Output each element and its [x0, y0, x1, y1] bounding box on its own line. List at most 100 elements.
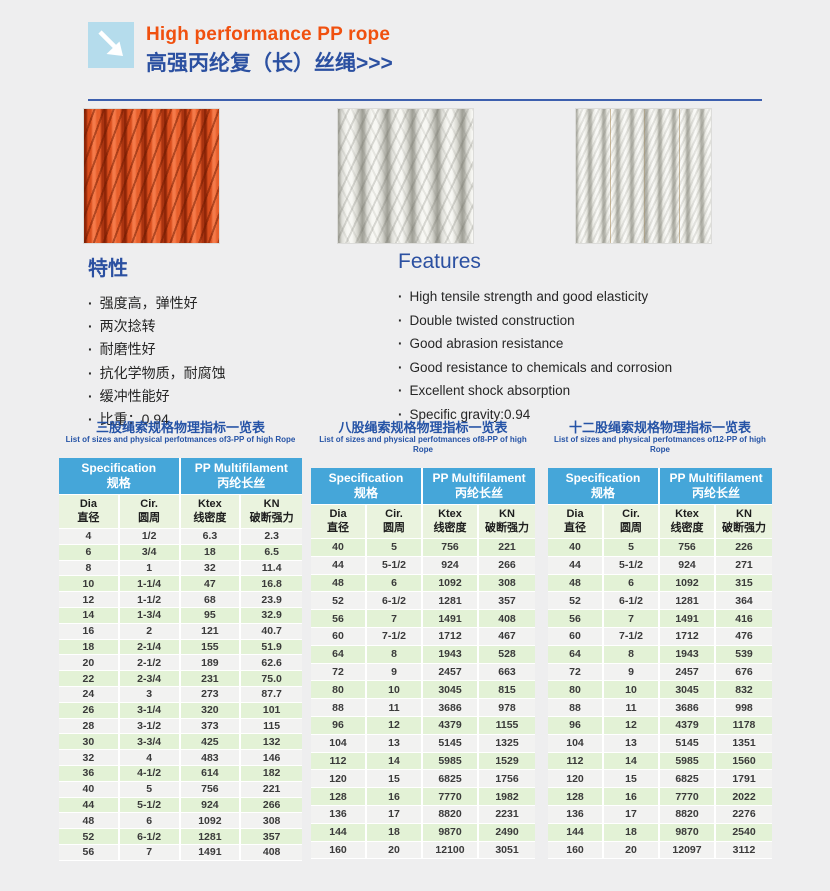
table-cell: 9 [367, 663, 423, 682]
table-cell: 3051 [479, 841, 535, 860]
table-cell: 12100 [423, 841, 479, 860]
table-row: 72 9 2457 663 [311, 663, 535, 682]
table-cell: 2540 [716, 823, 772, 842]
spec-table-block: 十二股绳索规格物理指标一览表 List of sizes and physica… [548, 420, 772, 860]
header-divider [88, 99, 762, 101]
table-cell: 128 [311, 788, 367, 806]
feature-item: Good resistance to chemicals and corrosi… [398, 356, 778, 380]
spec-group-label-cn: 规格 [353, 486, 378, 500]
table-cell: 476 [716, 627, 772, 646]
table-cell: 3112 [716, 841, 772, 860]
table-cell: 1351 [716, 734, 772, 753]
table-cell: 221 [241, 781, 302, 798]
table-cell: 9870 [423, 823, 479, 842]
spec-table-block: 八股绳索规格物理指标一览表 List of sizes and physical… [311, 420, 535, 860]
table-cell: 68 [180, 592, 242, 608]
table-row: 22 2-3/4 231 75.0 [59, 671, 302, 687]
table-cell: 155 [180, 639, 242, 656]
table-cell: 231 [180, 671, 242, 687]
table-title-en: List of sizes and physical perfotmances … [554, 435, 766, 454]
table-cell: 924 [423, 556, 479, 575]
table-cell: 18 [367, 823, 423, 842]
table-cell: 52 [548, 592, 604, 611]
table-cell: 6 [119, 813, 181, 830]
table-cell: 5 [604, 539, 660, 557]
table-row: 52 6-1/2 1281 364 [548, 592, 772, 611]
table-body: 40 5 756 221 44 5-1/2 924 266 48 6 1092 308 52 6-1/2 1… [311, 539, 535, 860]
table-cell: 1943 [660, 645, 716, 664]
column-header-cn: 直径 [77, 511, 100, 524]
product-title-en: High performance PP rope [146, 24, 391, 45]
table-row: 12 1-1/2 68 23.9 [59, 592, 302, 608]
column-header-kn: KN 破断强力 [479, 505, 535, 539]
table-cell: 5 [367, 539, 423, 557]
table-column-header-row: Dia 直径 Cir. 圆周 Ktex 线密度 KN 破断强力 [311, 505, 535, 539]
table-cell: 96 [311, 716, 367, 735]
pp-group-label-en: PP Multifilament [432, 471, 526, 485]
table-row: 44 5-1/2 924 266 [59, 797, 302, 814]
table-cell: 5985 [423, 752, 479, 771]
table-row: 44 5-1/2 924 271 [548, 556, 772, 575]
table-row: 6 3/4 18 6.5 [59, 544, 302, 561]
column-header-cir: Cir. 圆周 [367, 505, 423, 539]
table-cell: 121 [180, 623, 242, 640]
table-cell: 832 [716, 681, 772, 700]
table-cell: 120 [311, 770, 367, 789]
table-cell: 663 [479, 663, 535, 682]
table-cell: 44 [548, 556, 604, 575]
table-cell: 32.9 [241, 607, 302, 624]
spec-group-header: Specification 规格 [311, 468, 423, 505]
table-cell: 1092 [180, 813, 242, 830]
table-cell: 2.3 [241, 529, 302, 545]
pp-group-label-cn: 丙纶长丝 [217, 476, 266, 490]
table-cell: 308 [241, 813, 302, 830]
table-cell: 4 [119, 750, 181, 766]
table-cell: 20 [604, 841, 660, 860]
table-cell: 60 [548, 627, 604, 646]
column-header-en: KN [263, 497, 280, 510]
table-cell: 6 [367, 574, 423, 593]
table-cell: 17 [604, 805, 660, 824]
table-cell: 2-1/2 [119, 655, 181, 672]
spec-group-label-en: Specification [565, 471, 641, 485]
column-header-cn: 破断强力 [722, 521, 766, 534]
table-cell: 48 [59, 813, 120, 830]
table-row: 160 20 12100 3051 [311, 841, 535, 860]
table-cell: 75.0 [241, 671, 302, 687]
table-row: 80 10 3045 832 [548, 681, 772, 700]
table-cell: 64 [548, 645, 604, 664]
table-cell: 22 [59, 671, 120, 687]
table-cell: 1491 [660, 610, 716, 628]
table-cell: 357 [479, 592, 535, 611]
table-cell: 144 [311, 823, 367, 842]
table-title-cn: 十二股绳索规格物理指标一览表 [568, 420, 751, 435]
table-cell: 56 [59, 844, 120, 861]
table-row: 32 4 483 146 [59, 750, 302, 766]
table-cell: 64 [311, 645, 367, 664]
column-header-ktex: Ktex 线密度 [180, 495, 242, 529]
table-cell: 160 [548, 841, 604, 860]
table-cell: 756 [660, 539, 716, 557]
feature-item: 耐磨性好 [88, 338, 388, 361]
table-cell: 1/2 [119, 529, 181, 545]
spec-group-header: Specification 规格 [59, 458, 181, 495]
table-cell: 5145 [660, 734, 716, 753]
table-cell: 1281 [180, 829, 242, 845]
table-cell: 2490 [479, 823, 535, 842]
table-cell: 11 [604, 699, 660, 717]
feature-item: 缓冲性能好 [88, 385, 388, 408]
table-row: 40 5 756 221 [59, 781, 302, 798]
table-cell: 6-1/2 [119, 829, 181, 845]
table-cell: 3-3/4 [119, 734, 181, 751]
table-cell: 425 [180, 734, 242, 751]
table-cell: 80 [548, 681, 604, 700]
table-cell: 6 [59, 544, 120, 561]
table-row: 36 4-1/2 614 182 [59, 765, 302, 782]
feature-item: Good abrasion resistance [398, 332, 778, 356]
table-cell: 80 [311, 681, 367, 700]
column-header-en: Cir. [385, 507, 403, 520]
table-row: 144 18 9870 2490 [311, 823, 535, 842]
table-cell: 373 [180, 718, 242, 735]
table-cell: 4 [59, 529, 120, 545]
table-row: 96 12 4379 1155 [311, 716, 535, 735]
